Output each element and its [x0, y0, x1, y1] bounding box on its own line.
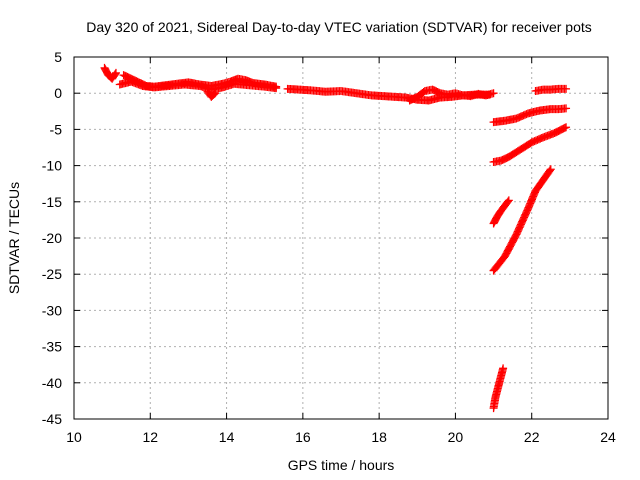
y-tick-label: -15: [42, 194, 62, 210]
x-axis: 10 12 14 16 18 20 22 24: [66, 57, 616, 445]
x-tick-label: 20: [448, 429, 464, 445]
data-point: [562, 104, 571, 113]
y-tick-label: -35: [42, 339, 62, 355]
x-tick-label: 10: [66, 429, 82, 445]
y-axis: 5 0 -5 -10 -15 -20 -25 -30 -35 -40 -45: [42, 49, 608, 427]
x-tick-label: 22: [524, 429, 540, 445]
y-tick-label: 5: [54, 49, 62, 65]
y-tick-label: -30: [42, 302, 62, 318]
data-point: [562, 84, 571, 93]
y-tick-label: -5: [50, 121, 63, 137]
data-point: [272, 84, 281, 93]
x-tick-label: 14: [219, 429, 235, 445]
data-point: [504, 196, 513, 205]
data-point: [111, 70, 120, 79]
y-tick-label: -40: [42, 375, 62, 391]
data-point: [211, 89, 220, 98]
x-tick-label: 12: [142, 429, 158, 445]
x-tick-label: 16: [295, 429, 311, 445]
data-point: [111, 68, 120, 77]
x-tick-label: 18: [371, 429, 387, 445]
x-axis-label: GPS time / hours: [288, 457, 395, 473]
data-point: [489, 89, 498, 98]
chart-title: Day 320 of 2021, Sidereal Day-to-day VTE…: [86, 19, 592, 35]
x-tick-label: 24: [600, 429, 616, 445]
y-tick-label: -45: [42, 411, 62, 427]
y-axis-label: SDTVAR / TECUs: [6, 182, 22, 294]
data-point: [209, 91, 218, 100]
data-points: [100, 63, 571, 413]
y-tick-label: -25: [42, 266, 62, 282]
data-point: [210, 90, 219, 99]
data-point: [503, 197, 512, 206]
y-tick-label: -10: [42, 158, 62, 174]
y-tick-label: -20: [42, 230, 62, 246]
data-point: [499, 364, 508, 373]
y-tick-label: 0: [54, 85, 62, 101]
data-point: [545, 166, 554, 175]
data-point: [562, 123, 571, 132]
data-point: [546, 165, 555, 174]
